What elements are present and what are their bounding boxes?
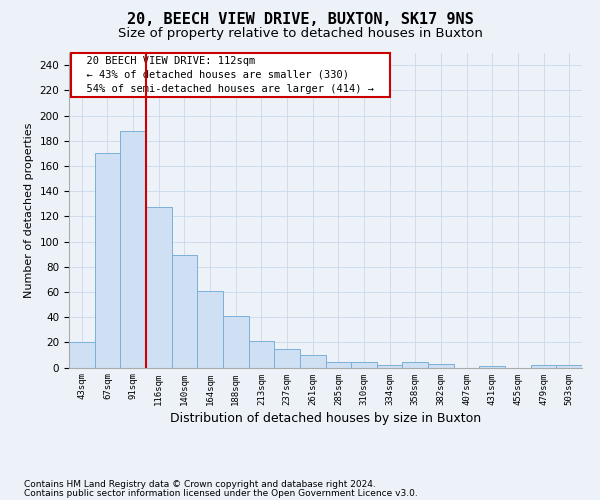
X-axis label: Distribution of detached houses by size in Buxton: Distribution of detached houses by size … bbox=[170, 412, 481, 424]
Bar bbox=[274, 348, 300, 368]
Bar bbox=[377, 365, 403, 368]
Bar bbox=[300, 355, 325, 368]
Bar bbox=[556, 365, 582, 368]
Bar bbox=[351, 362, 377, 368]
Bar bbox=[69, 342, 95, 367]
Bar bbox=[531, 365, 556, 368]
Bar bbox=[197, 290, 223, 368]
Bar bbox=[428, 364, 454, 368]
Bar bbox=[325, 362, 351, 368]
Y-axis label: Number of detached properties: Number of detached properties bbox=[24, 122, 34, 298]
Bar bbox=[95, 154, 121, 368]
Bar bbox=[172, 256, 197, 368]
Text: Size of property relative to detached houses in Buxton: Size of property relative to detached ho… bbox=[118, 28, 482, 40]
Text: 20 BEECH VIEW DRIVE: 112sqm  
  ← 43% of detached houses are smaller (330)  
  5: 20 BEECH VIEW DRIVE: 112sqm ← 43% of det… bbox=[74, 56, 386, 94]
Text: Contains HM Land Registry data © Crown copyright and database right 2024.: Contains HM Land Registry data © Crown c… bbox=[24, 480, 376, 489]
Text: 20, BEECH VIEW DRIVE, BUXTON, SK17 9NS: 20, BEECH VIEW DRIVE, BUXTON, SK17 9NS bbox=[127, 12, 473, 28]
Bar bbox=[248, 341, 274, 367]
Bar bbox=[403, 362, 428, 368]
Bar bbox=[223, 316, 248, 368]
Bar bbox=[121, 130, 146, 368]
Bar bbox=[146, 208, 172, 368]
Text: Contains public sector information licensed under the Open Government Licence v3: Contains public sector information licen… bbox=[24, 488, 418, 498]
Bar bbox=[479, 366, 505, 368]
